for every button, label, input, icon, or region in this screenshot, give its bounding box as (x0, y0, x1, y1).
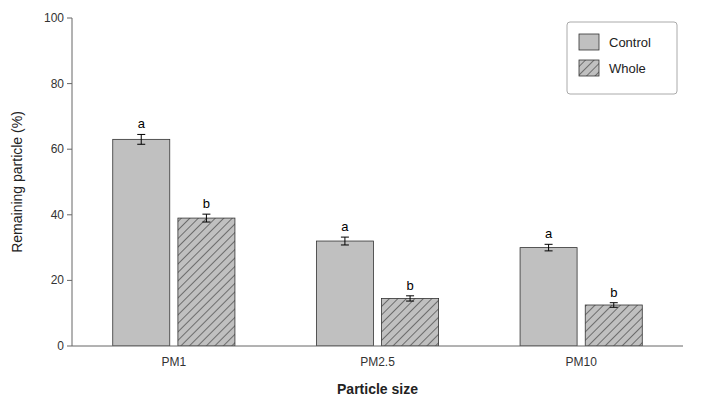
x-tick-label: PM1 (161, 355, 186, 369)
x-tick-label: PM2.5 (360, 355, 395, 369)
y-axis-line (72, 18, 73, 346)
significance-label: a (138, 116, 146, 131)
y-tick-label: 60 (51, 142, 65, 156)
bar (316, 241, 373, 346)
error-bar (406, 296, 414, 301)
error-bar (545, 244, 553, 251)
bar-hatch (178, 218, 235, 346)
bar (520, 248, 577, 346)
bar (585, 305, 642, 346)
y-axis-label: Remaining particle (%) (9, 111, 25, 253)
error-bar (610, 303, 618, 308)
y-tick-label: 80 (51, 77, 65, 91)
y-tick (67, 149, 72, 150)
error-bar (341, 237, 349, 245)
y-tick (67, 214, 72, 215)
chart-container: 0 20 40 60 80 100 a a a b b b PM1 PM2.5 PM10 Particle s… (0, 0, 703, 416)
significance-label: a (341, 219, 349, 234)
y-tick-label: 40 (51, 208, 65, 222)
y-tick-label: 20 (51, 273, 65, 287)
y-tick-label: 0 (57, 339, 64, 353)
significance-label: b (610, 285, 617, 300)
legend-label: Control (609, 35, 651, 50)
y-tick (67, 346, 72, 347)
y-tick (67, 83, 72, 84)
y-tick-label: 100 (44, 11, 64, 25)
bar-hatch (382, 298, 439, 346)
y-tick (67, 280, 72, 281)
bar (382, 298, 439, 346)
significance-label: b (406, 278, 413, 293)
significance-label: a (545, 226, 553, 241)
y-tick (67, 18, 72, 19)
legend-swatch (579, 60, 599, 76)
legend-swatch (579, 34, 599, 50)
legend: Control Whole (567, 22, 677, 94)
chart-svg: 0 20 40 60 80 100 a a a b b b PM1 PM2.5 PM10 Particle s… (0, 0, 703, 416)
legend-frame (567, 22, 677, 94)
bar (178, 218, 235, 346)
bars (113, 134, 643, 346)
bar (113, 139, 170, 346)
significance-label: b (203, 196, 210, 211)
error-bar (202, 214, 210, 222)
legend-swatch-hatch (579, 60, 599, 76)
x-tick-label: PM10 (565, 355, 597, 369)
x-axis-label: Particle size (337, 381, 418, 397)
bar-hatch (585, 305, 642, 346)
legend-label: Whole (609, 61, 646, 76)
error-bar (137, 134, 145, 144)
x-axis-line (72, 346, 683, 347)
